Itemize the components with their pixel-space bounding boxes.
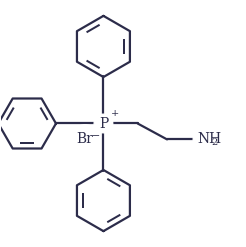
Circle shape	[72, 125, 99, 152]
Text: −: −	[92, 132, 100, 141]
Text: +: +	[111, 109, 119, 118]
Text: 2: 2	[212, 138, 218, 147]
Circle shape	[193, 126, 220, 153]
Text: P: P	[99, 117, 108, 130]
Text: Br: Br	[77, 132, 93, 146]
Text: NH: NH	[197, 132, 221, 146]
Circle shape	[94, 114, 113, 133]
